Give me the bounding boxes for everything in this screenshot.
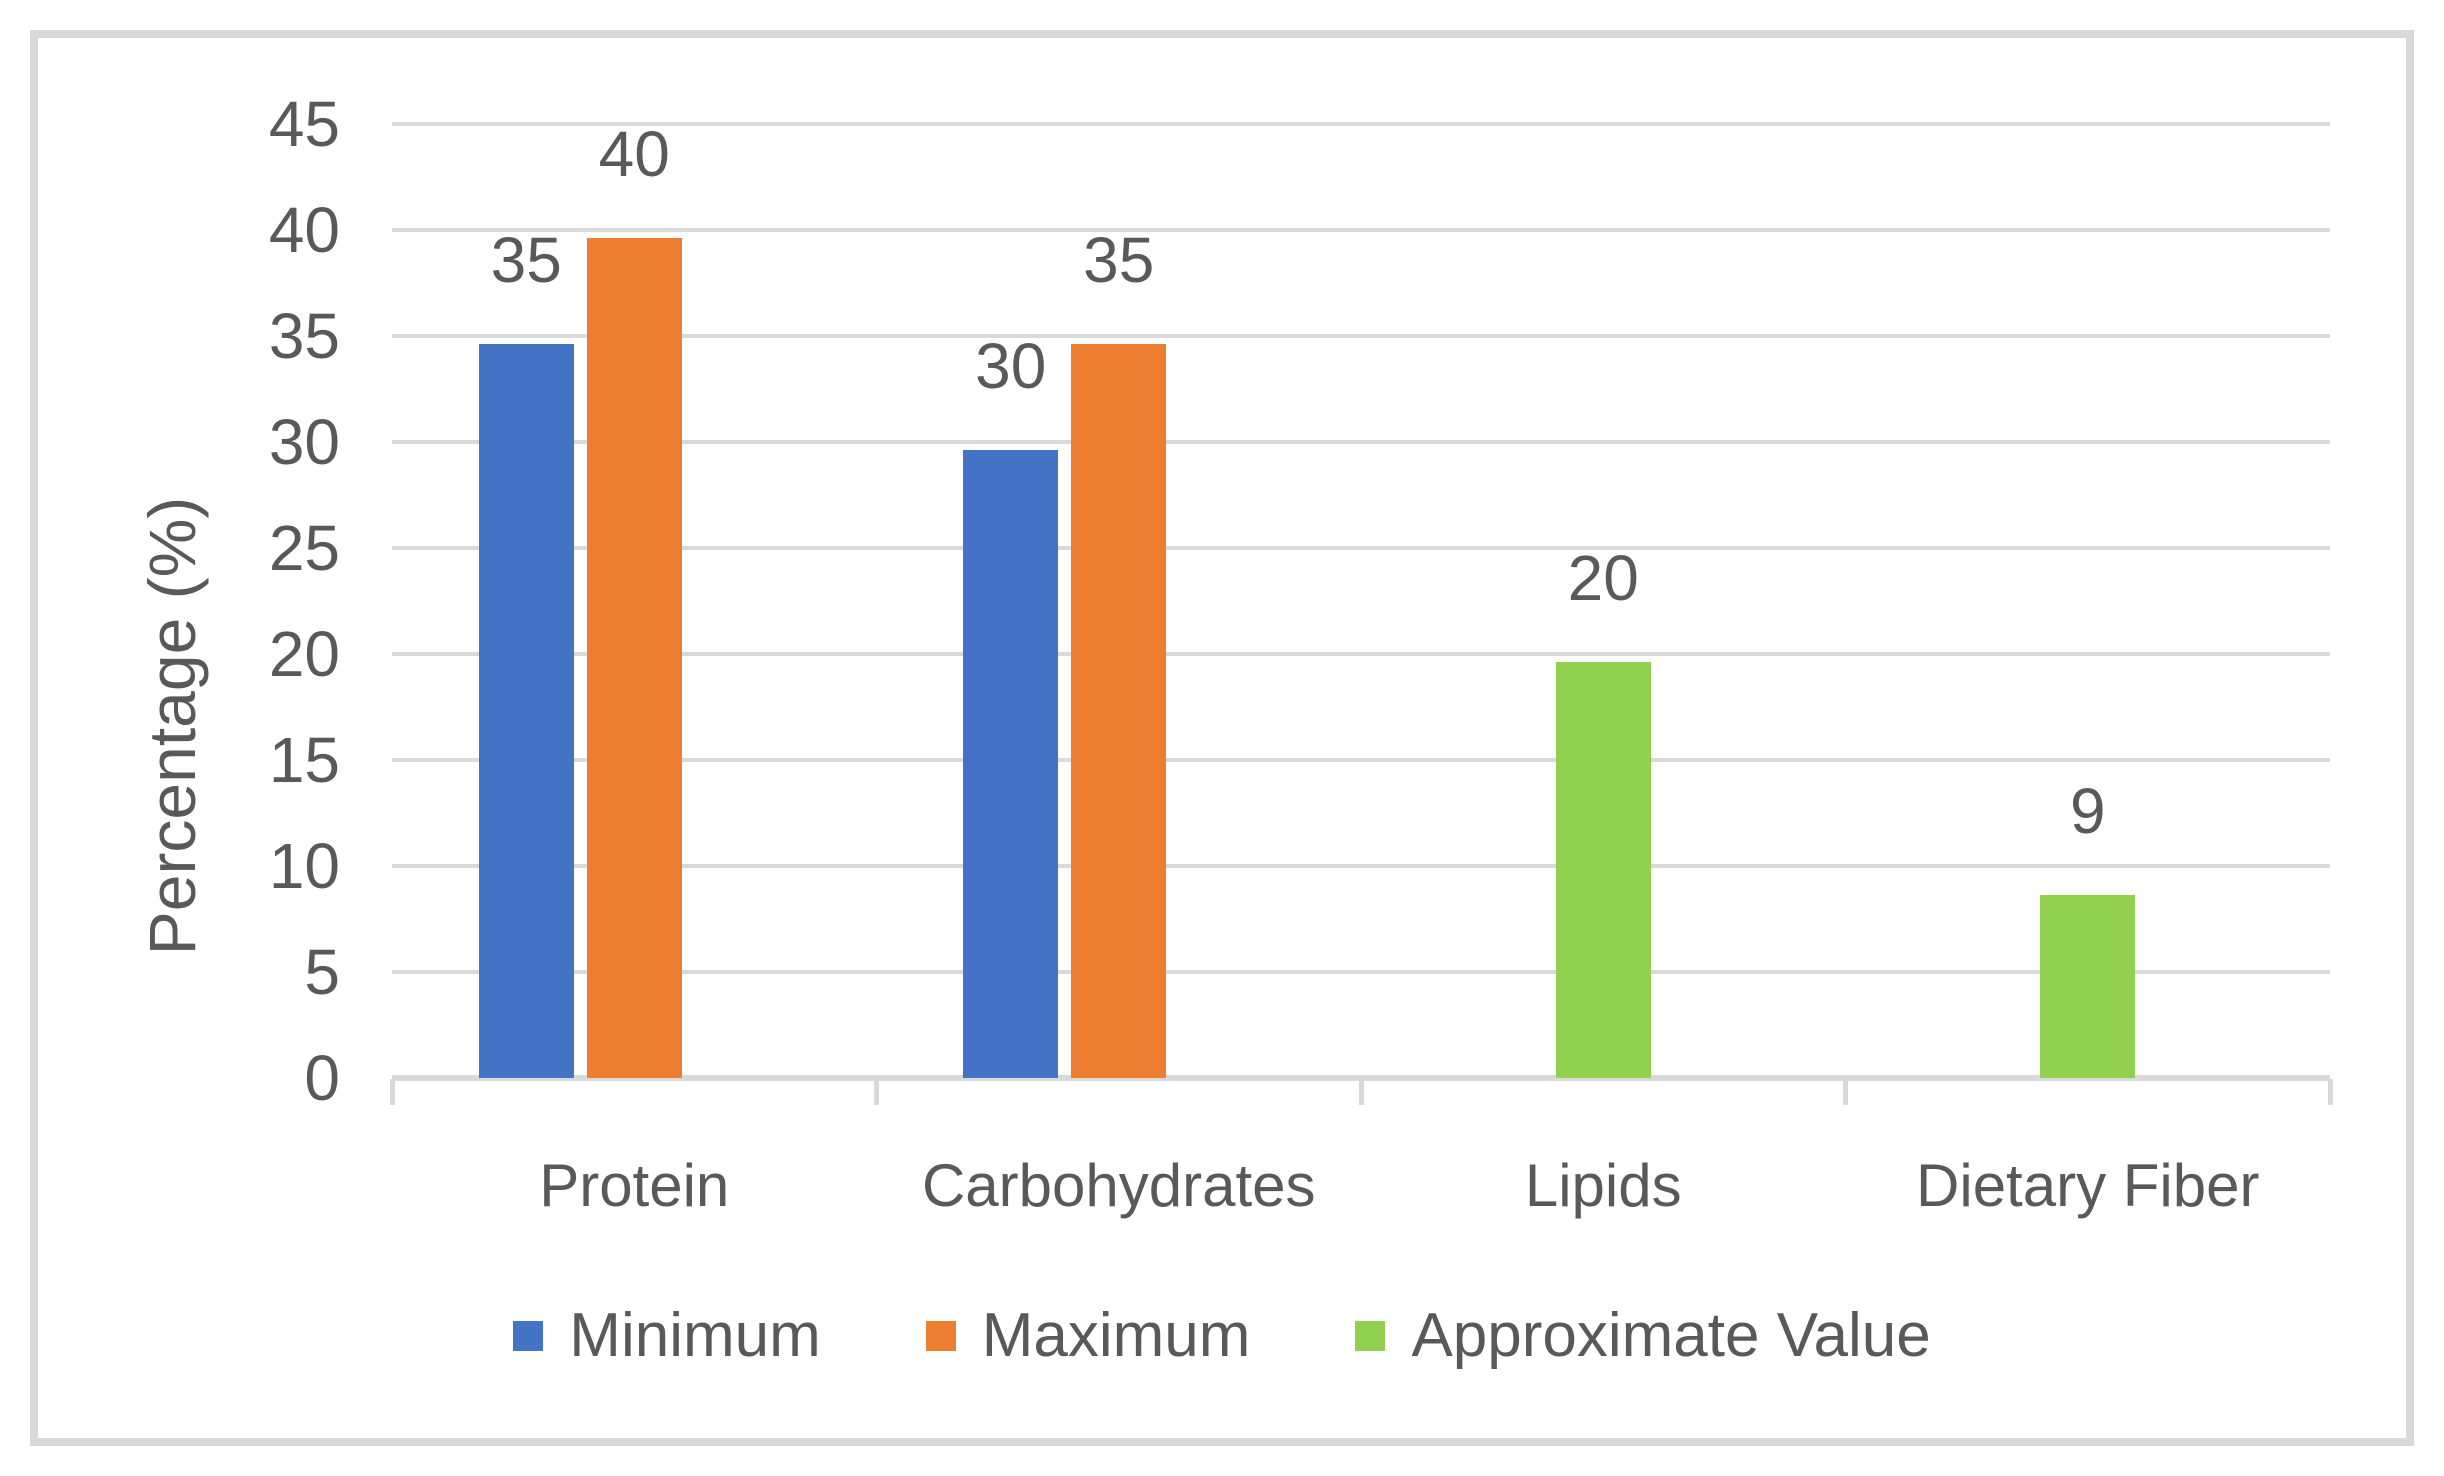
data-label: 20 [1567,542,1639,614]
data-label: 35 [490,224,562,296]
x-axis-tick [1843,1079,1848,1105]
y-tick-label: 15 [268,724,340,796]
x-axis-tick [389,1079,395,1105]
gridline [392,122,2330,126]
bar-approximate-value [1555,662,1651,1078]
legend-swatch-icon [513,1321,544,1351]
legend-item: Maximum [925,1300,1251,1372]
y-tick-label: 0 [304,1042,340,1114]
bar-maximum [586,238,682,1078]
y-axis-title: Percentage (%) [135,496,209,956]
legend-item: Minimum [513,1300,821,1372]
y-tick-label: 20 [268,618,340,690]
legend-label: Minimum [569,1301,821,1370]
gridline [392,546,2330,550]
x-axis-tick [1358,1079,1364,1105]
data-label: 30 [975,330,1047,402]
y-tick-label: 45 [268,88,340,160]
legend: Minimum Maximum Approximate Value [38,1298,2406,1374]
bar-minimum [963,450,1059,1078]
data-label: 9 [2069,775,2106,848]
x-axis-tick [2327,1079,2333,1105]
gridline [392,864,2330,868]
gridline [392,440,2330,444]
legend-item: Approximate Value [1355,1300,1931,1372]
legend-swatch-icon [925,1321,956,1351]
y-tick-label: 40 [268,194,340,266]
legend-swatch-icon [1355,1321,1386,1351]
gridline [392,228,2330,232]
bar-maximum [1071,344,1167,1078]
y-tick-label: 25 [268,512,340,584]
gridline [392,970,2330,974]
data-label: 35 [1083,224,1155,296]
legend-label: Approximate Value [1411,1301,1931,1370]
category-label: Dietary Fiber [1916,1152,2260,1219]
bar-minimum [478,344,574,1078]
chart-frame [30,30,2414,1446]
data-label: 40 [598,118,670,190]
gridline [392,652,2330,656]
x-axis-line [392,1075,2330,1081]
x-axis-tick [874,1079,879,1105]
y-tick-label: 35 [268,300,340,372]
category-label: Protein [539,1152,730,1219]
gridline [392,334,2330,338]
y-tick-label: 30 [268,406,340,478]
category-label: Carbohydrates [921,1152,1316,1219]
gridline [392,758,2330,762]
legend-label: Maximum [981,1301,1251,1370]
category-label: Lipids [1524,1152,1682,1219]
bar-approximate-value [2040,895,2136,1078]
y-tick-label: 5 [304,936,340,1008]
y-tick-label: 10 [268,830,340,902]
